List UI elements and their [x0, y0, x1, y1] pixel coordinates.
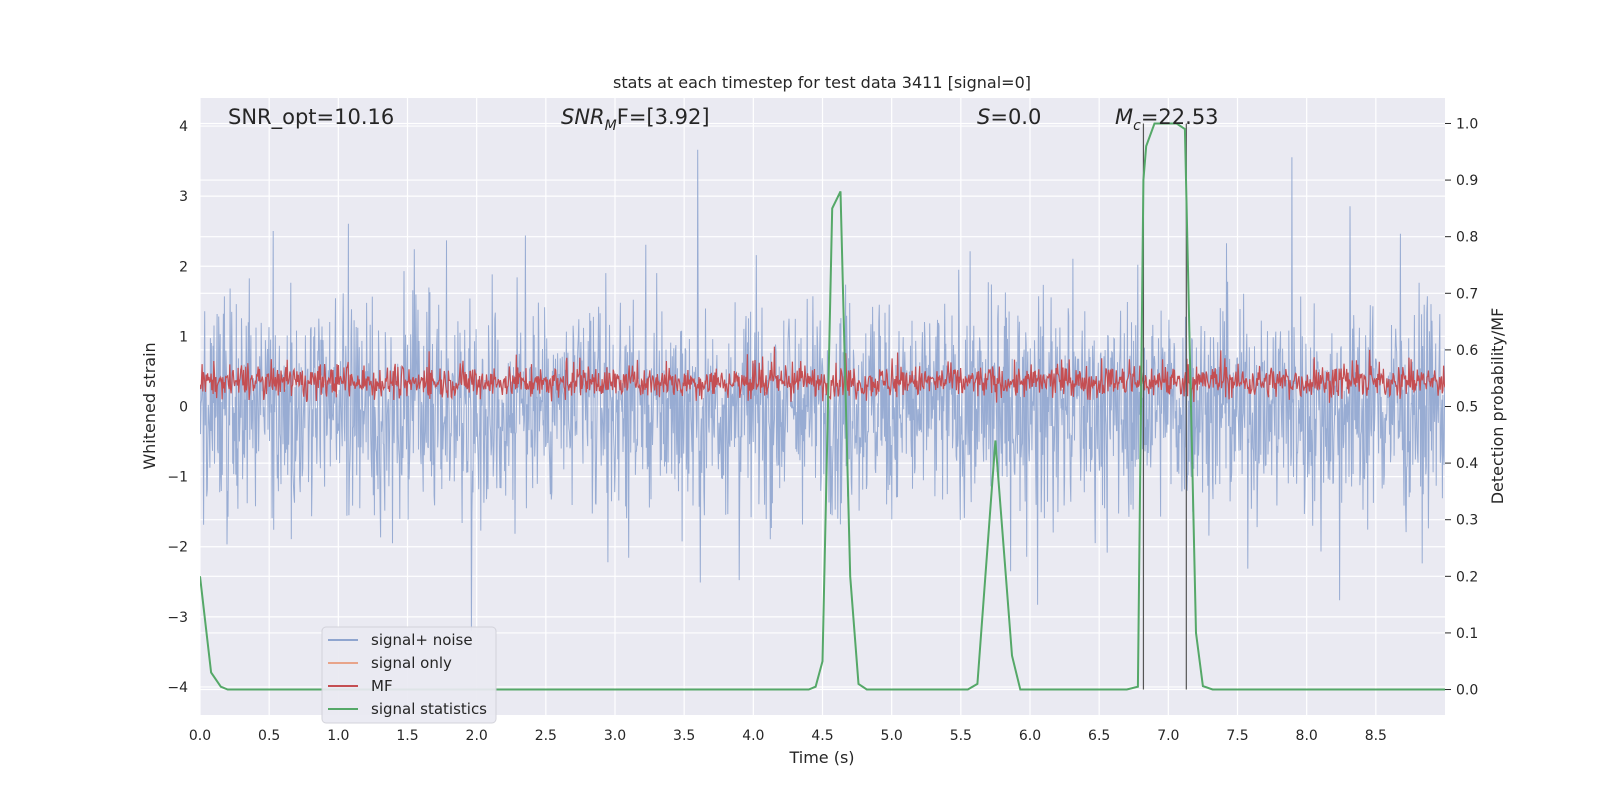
s-val: =0.0 — [990, 105, 1041, 129]
y-tick-label: −4 — [167, 680, 188, 696]
x-tick-label: 3.5 — [673, 728, 695, 744]
y2-tick-label: 0.9 — [1456, 173, 1478, 189]
x-tick-label: 2.5 — [535, 728, 557, 744]
y2-tick-label: 0.0 — [1456, 683, 1478, 699]
y2-axis-label: Detection probability/MF — [1488, 308, 1507, 505]
y-tick-label: 0 — [179, 400, 188, 416]
annotation-mc: Mc=22.53 — [1115, 105, 1219, 134]
annotation-snr-opt: SNR_opt=10.16 — [228, 105, 394, 130]
legend-box — [321, 626, 497, 724]
y2-axis-ticks: 1.0 0.9 0.8 0.7 0.6 0.5 0.4 0.3 0.2 0.1 0.0 — [1445, 116, 1478, 699]
annotation-s: S=0.0 — [977, 105, 1041, 129]
annotation-snr-mf: SNRMF=[3.92] — [561, 105, 710, 134]
x-tick-label: 2.0 — [466, 728, 488, 744]
x-axis-label: Time (s) — [788, 748, 854, 767]
x-tick-label: 0.5 — [258, 728, 280, 744]
y2-tick-label: 0.7 — [1456, 286, 1478, 302]
x-tick-label: 4.5 — [811, 728, 833, 744]
mc-var: M — [1115, 105, 1133, 129]
s-var: S — [977, 105, 990, 129]
snr-mf-tail: F=[3.92] — [617, 105, 710, 129]
y-tick-label: 2 — [179, 259, 188, 275]
x-tick-label: 3.0 — [604, 728, 626, 744]
y2-tick-label: 0.2 — [1456, 569, 1478, 585]
x-tick-label: 6.0 — [1019, 728, 1041, 744]
legend-label-0: signal+ noise — [371, 631, 473, 649]
y2-tick-label: 0.6 — [1456, 343, 1478, 359]
y-axis-ticks: 4 3 2 1 0 −1 −2 −3 −4 — [167, 119, 188, 696]
x-tick-label: 0.0 — [189, 728, 211, 744]
snr-mf-sub: M — [605, 118, 617, 134]
x-tick-label: 6.5 — [1088, 728, 1110, 744]
legend-label-1: signal only — [371, 654, 452, 672]
legend: signal+ noise signal only MF signal stat… — [321, 626, 497, 724]
x-tick-label: 4.0 — [742, 728, 764, 744]
snr-mf-main: SNR — [561, 105, 605, 129]
x-tick-label: 1.5 — [396, 728, 418, 744]
y2-tick-label: 0.1 — [1456, 626, 1478, 642]
chart-title: stats at each timestep for test data 341… — [613, 73, 1031, 92]
x-tick-label: 8.0 — [1296, 728, 1318, 744]
y-tick-label: −2 — [167, 540, 188, 556]
y-tick-label: 1 — [179, 329, 188, 345]
y-axis-label: Whitened strain — [140, 342, 159, 469]
y2-tick-label: 0.4 — [1456, 456, 1478, 472]
legend-label-3: signal statistics — [371, 700, 487, 718]
y-tick-label: 3 — [179, 189, 188, 205]
grid — [199, 98, 1445, 715]
y-tick-label: −3 — [167, 610, 188, 626]
x-tick-label: 7.0 — [1157, 728, 1179, 744]
legend-label-2: MF — [371, 677, 393, 695]
y2-tick-label: 0.8 — [1456, 230, 1478, 246]
x-tick-label: 8.5 — [1365, 728, 1387, 744]
series-mf — [200, 346, 1445, 403]
y2-tick-label: 1.0 — [1456, 116, 1478, 132]
y2-tick-label: 0.3 — [1456, 513, 1478, 529]
x-tick-label: 1.0 — [327, 728, 349, 744]
y-tick-label: −1 — [167, 470, 188, 486]
x-tick-label: 5.5 — [950, 728, 972, 744]
x-tick-label: 7.5 — [1226, 728, 1248, 744]
mc-sub: c — [1133, 118, 1141, 134]
x-axis-ticks: 0.0 0.5 1.0 1.5 2.0 2.5 3.0 3.5 4.0 4.5 5.0 5.5 6.0 6… — [189, 728, 1387, 744]
mf-line — [200, 346, 1445, 403]
mc-val: =22.53 — [1141, 105, 1219, 129]
y2-tick-label: 0.5 — [1456, 400, 1478, 416]
x-tick-label: 5.0 — [881, 728, 903, 744]
y-tick-label: 4 — [179, 119, 188, 135]
